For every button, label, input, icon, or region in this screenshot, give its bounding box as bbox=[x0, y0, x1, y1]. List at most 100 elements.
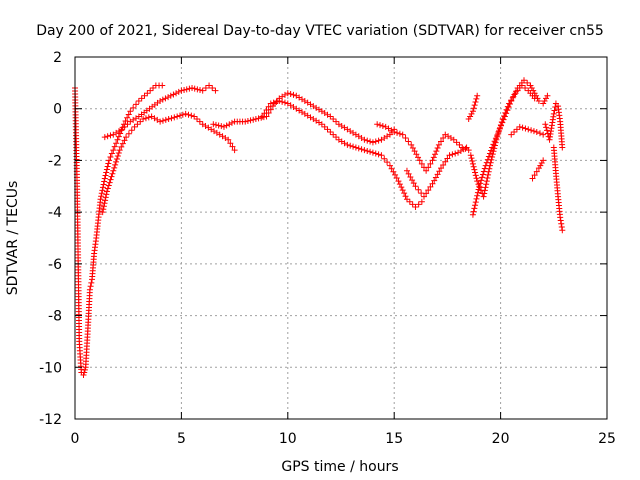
data-point bbox=[374, 121, 381, 128]
data-point bbox=[109, 170, 116, 177]
series-track-g bbox=[403, 144, 470, 200]
data-point bbox=[506, 101, 513, 108]
data-point bbox=[393, 175, 400, 182]
y-tick-label: 0 bbox=[53, 102, 62, 118]
data-point bbox=[102, 197, 109, 204]
data-point bbox=[480, 193, 487, 200]
data-point bbox=[183, 86, 190, 93]
data-point bbox=[530, 87, 537, 94]
data-point bbox=[452, 150, 459, 157]
data-point bbox=[494, 132, 501, 139]
data-point bbox=[189, 85, 196, 92]
data-point bbox=[105, 182, 112, 189]
data-point bbox=[511, 91, 518, 98]
data-point bbox=[533, 92, 540, 99]
data-point bbox=[469, 158, 476, 165]
data-point bbox=[474, 189, 481, 196]
data-point bbox=[474, 178, 481, 185]
data-point bbox=[81, 366, 88, 373]
series-track-b bbox=[99, 110, 238, 216]
data-point bbox=[157, 118, 164, 125]
data-point bbox=[103, 169, 110, 176]
x-tick-label: 5 bbox=[177, 431, 186, 447]
data-point bbox=[100, 203, 107, 210]
data-point bbox=[410, 180, 417, 187]
data-point bbox=[541, 97, 548, 104]
data-point bbox=[485, 153, 492, 160]
data-point bbox=[481, 187, 488, 194]
data-point bbox=[536, 130, 543, 137]
data-point bbox=[501, 113, 508, 120]
data-points bbox=[72, 77, 566, 379]
data-point bbox=[212, 121, 219, 128]
data-point bbox=[206, 82, 213, 89]
data-point bbox=[384, 159, 391, 166]
data-point bbox=[528, 85, 535, 92]
data-point bbox=[482, 162, 489, 169]
data-point bbox=[372, 138, 379, 145]
data-point bbox=[86, 286, 93, 293]
data-point bbox=[242, 118, 249, 125]
data-point bbox=[287, 91, 294, 98]
data-point bbox=[347, 142, 354, 149]
data-point bbox=[485, 171, 492, 178]
data-point bbox=[137, 118, 144, 125]
x-tick-label: 20 bbox=[492, 431, 510, 447]
data-point bbox=[162, 116, 169, 123]
data-point bbox=[333, 134, 340, 141]
data-point bbox=[440, 135, 447, 142]
data-point bbox=[333, 118, 340, 125]
data-point bbox=[103, 166, 110, 173]
data-point bbox=[489, 151, 496, 158]
data-point bbox=[99, 187, 106, 194]
data-point bbox=[273, 98, 280, 105]
data-point bbox=[113, 155, 120, 162]
data-point bbox=[125, 111, 132, 118]
data-point bbox=[115, 133, 122, 140]
data-point bbox=[500, 116, 507, 123]
data-point bbox=[101, 200, 108, 207]
data-point bbox=[513, 88, 520, 95]
data-point bbox=[227, 140, 234, 147]
data-point bbox=[511, 128, 518, 135]
data-point bbox=[100, 206, 107, 213]
data-point bbox=[358, 146, 365, 153]
data-point bbox=[438, 138, 445, 145]
data-point bbox=[469, 211, 476, 218]
data-point bbox=[495, 128, 502, 135]
data-point bbox=[188, 112, 195, 119]
data-point bbox=[403, 196, 410, 203]
data-point bbox=[176, 112, 183, 119]
data-point bbox=[552, 103, 559, 110]
data-point bbox=[483, 178, 490, 185]
data-point bbox=[386, 162, 393, 169]
data-point bbox=[110, 147, 117, 154]
data-point bbox=[407, 173, 414, 180]
data-point bbox=[167, 92, 174, 99]
data-point bbox=[100, 181, 107, 188]
data-point bbox=[267, 100, 274, 107]
data-point bbox=[503, 110, 510, 117]
data-point bbox=[228, 119, 235, 126]
data-point bbox=[535, 165, 542, 172]
data-point bbox=[165, 94, 172, 101]
data-point bbox=[104, 185, 111, 192]
data-point bbox=[141, 92, 148, 99]
data-point bbox=[284, 90, 291, 97]
data-point bbox=[409, 145, 416, 152]
data-point bbox=[209, 85, 216, 92]
data-point bbox=[453, 139, 460, 146]
data-point bbox=[504, 107, 511, 114]
data-point bbox=[399, 187, 406, 194]
data-point bbox=[540, 157, 547, 164]
data-point bbox=[542, 121, 549, 128]
data-point bbox=[449, 151, 456, 158]
data-point bbox=[121, 123, 128, 130]
data-point bbox=[475, 186, 482, 193]
data-point bbox=[470, 163, 477, 170]
data-point bbox=[465, 116, 472, 123]
data-point bbox=[144, 90, 151, 97]
data-point bbox=[80, 372, 87, 379]
data-point bbox=[97, 196, 104, 203]
data-point bbox=[142, 115, 149, 122]
